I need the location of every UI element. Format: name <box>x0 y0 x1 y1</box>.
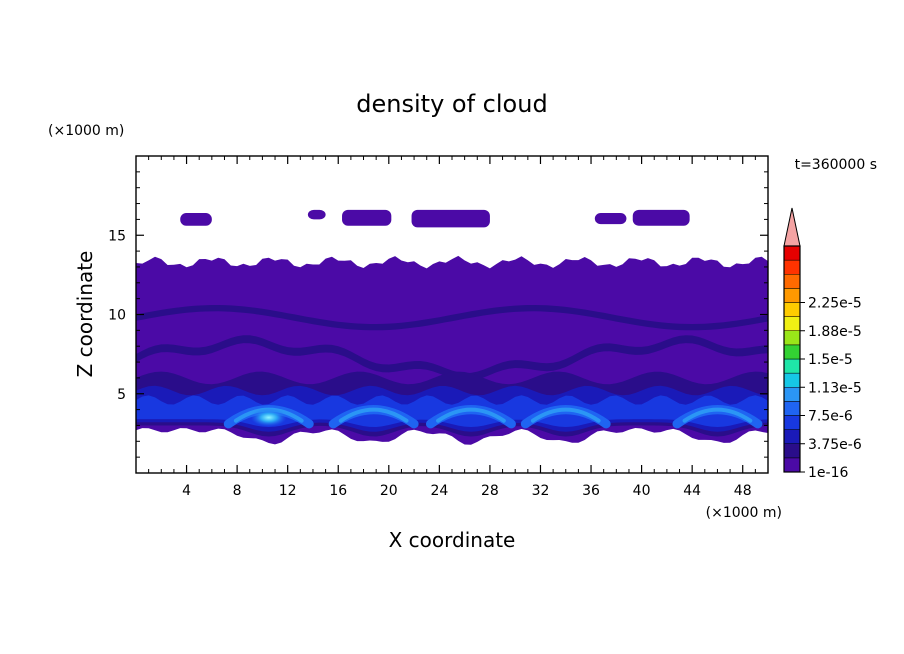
upper-cloud-puff <box>342 209 392 226</box>
y-tick-label: 10 <box>108 308 126 324</box>
time-label: t=360000 s <box>795 157 877 173</box>
y-axis: 5 10 15 <box>108 171 768 458</box>
colorbar-label: 3.75e-6 <box>808 437 862 453</box>
x-tick-label: 28 <box>481 483 499 499</box>
upper-cloud-puff <box>632 209 690 226</box>
colorbar-label: 7.5e-6 <box>808 409 853 425</box>
colorbar-swatch <box>783 316 801 331</box>
colorbar-overflow-arrow <box>783 207 801 247</box>
x-tick-label: 24 <box>430 483 448 499</box>
x-axis-label: X coordinate <box>389 528 516 552</box>
colorbar-swatch <box>783 358 801 374</box>
x-tick-label: 36 <box>582 483 600 499</box>
colorbar-swatch <box>783 288 801 303</box>
upper-cloud-puff <box>307 209 326 220</box>
x-tick-label: 48 <box>734 483 752 499</box>
colorbar-swatch <box>783 245 801 261</box>
colorbar-swatch <box>783 443 801 459</box>
y-axis-unit: (×1000 m) <box>48 123 124 139</box>
y-tick-label: 15 <box>108 228 126 244</box>
colorbar-swatch <box>783 259 801 275</box>
x-tick-label: 8 <box>233 483 242 499</box>
x-axis-unit: (×1000 m) <box>706 505 782 521</box>
colorbar-swatch <box>783 457 801 473</box>
y-tick-label: 5 <box>117 387 126 403</box>
cloud-arc-peak <box>250 408 287 427</box>
colorbar-swatch <box>783 302 801 317</box>
colorbar-swatch <box>783 401 801 416</box>
cloud-streak <box>136 305 768 331</box>
colorbar-swatch <box>783 429 801 444</box>
x-tick-label: 40 <box>633 483 651 499</box>
x-tick-label: 4 <box>182 483 191 499</box>
chart-title: density of cloud <box>356 90 547 118</box>
y-axis-label: Z coordinate <box>73 251 97 378</box>
plot-area <box>136 209 768 445</box>
upper-cloud-puff <box>594 213 627 225</box>
upper-cloud-puff <box>411 209 490 228</box>
colorbar-swatch <box>783 274 801 289</box>
colorbar-label: 2.25e-5 <box>808 296 862 312</box>
x-tick-label: 16 <box>329 483 347 499</box>
x-tick-label: 12 <box>279 483 297 499</box>
cloud-arc-core <box>530 407 601 423</box>
cloud-density-field <box>136 209 768 445</box>
colorbar-swatch <box>783 387 801 402</box>
colorbar: 1e-16 3.75e-6 7.5e-6 1.13e-5 1.5e-5 1.88e-5 2.… <box>783 207 862 481</box>
x-tick-label: 20 <box>380 483 398 499</box>
colorbar-swatch <box>783 330 801 346</box>
cloud-arc-core <box>338 407 409 423</box>
colorbar-swatch <box>783 344 801 360</box>
colorbar-label: 1.13e-5 <box>808 380 862 396</box>
upper-cloud-puff <box>180 213 212 226</box>
cloud-arc-core <box>682 407 753 423</box>
x-tick-label: 44 <box>683 483 701 499</box>
colorbar-swatch <box>783 372 801 388</box>
colorbar-swatch <box>783 415 801 430</box>
colorbar-label: 1e-16 <box>808 465 848 481</box>
cloud-arc-core <box>436 407 506 423</box>
colorbar-label: 1.5e-5 <box>808 352 853 368</box>
x-axis: 4 8 12 16 20 24 28 32 36 40 44 48 <box>148 156 756 499</box>
colorbar-label: 1.88e-5 <box>808 324 862 340</box>
cloud-streak <box>136 335 768 381</box>
x-tick-label: 32 <box>532 483 550 499</box>
